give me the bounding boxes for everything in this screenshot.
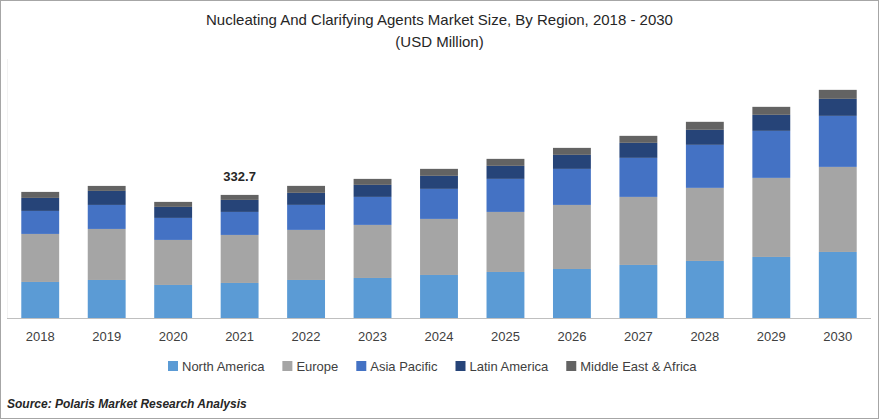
x-tick-label: 2030 [823,329,852,344]
legend-swatch [356,361,366,371]
bar-segment [354,278,392,318]
bar-segment [154,285,192,318]
bar-segment [487,212,525,272]
frame [1,1,879,419]
bar-segment [88,205,126,229]
bar-segment [88,191,126,205]
bar-segment [487,272,525,318]
bar-segment [154,202,192,207]
chart: Nucleating And Clarifying Agents Market … [0,0,879,419]
source: Source: Polaris Market Research Analysis [7,397,247,411]
bar-segment [154,218,192,240]
bar-segment [553,155,591,169]
bar-segment [487,159,525,166]
bar-segment [619,143,657,158]
bar-segment [287,193,325,205]
legend-swatch [456,361,466,371]
x-axis-line [7,318,871,319]
bar-segment [752,107,790,115]
bar-segment [221,200,259,212]
x-tick-label: 2020 [159,329,188,344]
bar-segment [221,283,259,318]
bar-segment [221,212,259,235]
bar-segment [819,252,857,318]
bar-segment [819,90,857,99]
bar-segment [221,235,259,283]
bar-segment [619,197,657,265]
bar-segment [819,167,857,252]
bar-segment [619,136,657,143]
bar-segment [21,211,59,234]
bar-segment [420,169,458,176]
bar-segment [354,197,392,225]
bar-segment [287,186,325,193]
bar-segment [354,225,392,278]
bar-segment [686,188,724,261]
annotation: 332.7 [223,169,256,184]
bar-segment [221,195,259,200]
legend-label: Asia Pacific [370,359,438,374]
bar-segment [420,189,458,219]
bar-segment [154,240,192,285]
bar-segment [619,265,657,318]
bar-segment [487,166,525,179]
bar-segment [752,178,790,257]
bar-segment [752,115,790,131]
bar-segment [21,192,59,198]
title: Nucleating And Clarifying Agents Market … [206,11,673,28]
bar-segment [686,261,724,318]
bar-segment [686,122,724,130]
x-tick-label: 2024 [425,329,454,344]
bar-segment [553,269,591,318]
legend-label: Latin America [470,359,550,374]
legend-swatch [566,361,576,371]
bar-segment [21,234,59,282]
bar-segment [420,219,458,275]
bar-segment [487,179,525,212]
x-tick-label: 2026 [557,329,586,344]
x-tick-label: 2023 [358,329,387,344]
legend: North America Europe Asia Pacific Latin Ame… [168,359,697,374]
bar-segment [287,280,325,318]
bar-segment [553,205,591,269]
x-tick-label: 2022 [292,329,321,344]
x-tick-label: 2019 [92,329,121,344]
bar-segment [619,158,657,197]
bar-segment [420,176,458,189]
bar-segment [88,229,126,280]
bar-segment [686,130,724,145]
legend-label: North America [182,359,265,374]
bar-segment [287,230,325,280]
subtitle: (USD Million) [395,33,483,50]
bar-segment [686,145,724,188]
bar-segment [553,169,591,205]
y-axis-line [7,59,8,318]
bar-segment [819,99,857,116]
bar-segment [420,275,458,318]
bar-segment [354,185,392,197]
bar-segment [21,198,59,211]
x-tick-label: 2021 [225,329,254,344]
x-tick-label: 2029 [757,329,786,344]
x-tick-label: 2018 [26,329,55,344]
bar-segment [21,282,59,318]
legend-label: Europe [296,359,338,374]
x-tick-label: 2025 [491,329,520,344]
bar-segment [752,131,790,178]
legend-label: Middle East & Africa [580,359,697,374]
bar-segment [752,257,790,318]
bar-segment [154,207,192,218]
x-tick-label: 2027 [624,329,653,344]
x-tick-label: 2028 [690,329,719,344]
legend-swatch [282,361,292,371]
bar-segment [287,205,325,230]
bar-segment [819,116,857,167]
legend-swatch [168,361,178,371]
bar-segment [88,186,126,191]
bar-segment [354,179,392,185]
bar-segment [553,148,591,155]
bars [21,90,856,318]
bar-segment [88,280,126,318]
